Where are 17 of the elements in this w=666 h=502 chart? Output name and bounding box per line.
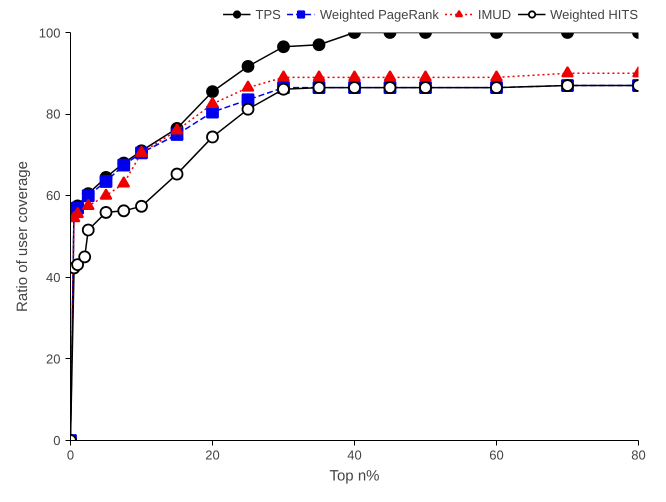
y-tick-label: 80 <box>46 106 61 122</box>
legend-label: TPS <box>256 6 281 22</box>
x-tick-label: 60 <box>489 448 504 462</box>
y-tick-label: 40 <box>46 270 61 285</box>
y-tick-label: 60 <box>46 188 61 204</box>
legend-label: Weighted PageRank <box>320 6 439 22</box>
x-tick-label: 20 <box>205 448 220 462</box>
x-tick-label: 40 <box>347 448 362 462</box>
legend-label: IMUD <box>478 6 512 22</box>
y-tick-label: 100 <box>38 26 61 40</box>
x-axis-title: Top n% <box>329 468 380 484</box>
legend-label: Weighted HITS <box>550 6 638 22</box>
x-tick-label: 0 <box>66 448 74 462</box>
y-axis-title: Ratio of user coverage <box>14 161 31 312</box>
x-tick-label: 80 <box>631 448 646 462</box>
y-tick-label: 20 <box>46 351 61 366</box>
y-tick-label: 0 <box>53 433 61 448</box>
